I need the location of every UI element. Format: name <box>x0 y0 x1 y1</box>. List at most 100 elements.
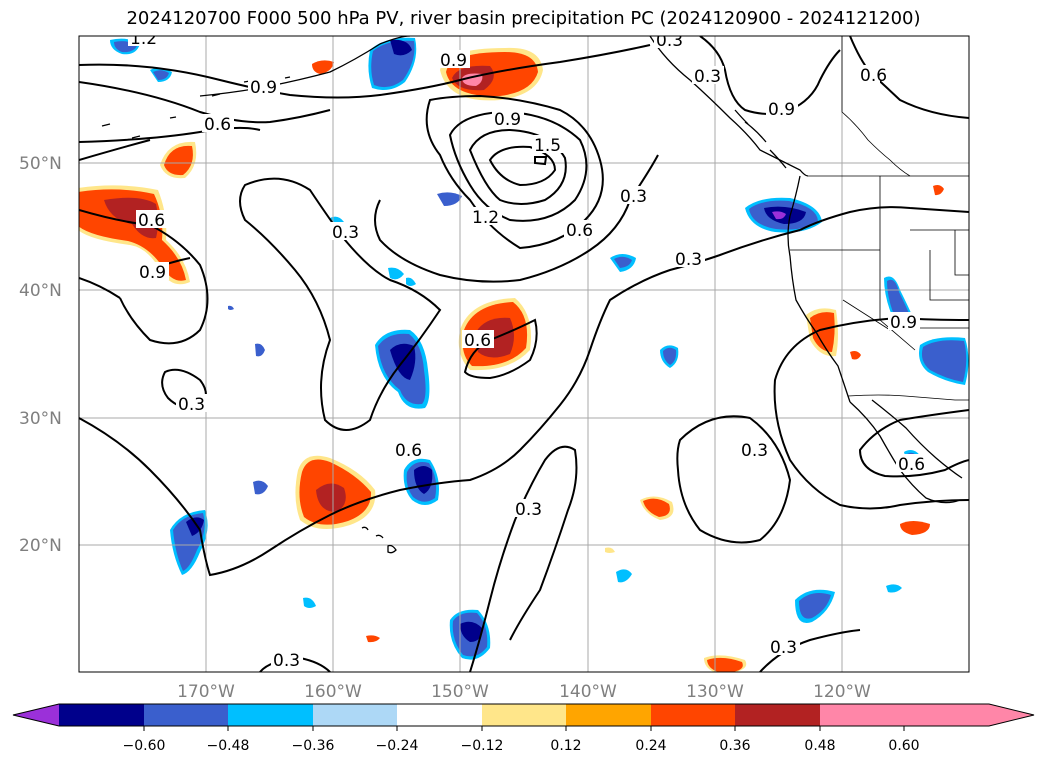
contour-label-bg <box>128 36 162 46</box>
contour-label: 0.6 <box>464 331 491 351</box>
pv-contour <box>488 145 557 187</box>
pv-contour <box>676 415 792 544</box>
colorbar-swatch <box>397 704 482 726</box>
precip-blob <box>886 584 902 593</box>
precip-negative-shading <box>110 37 969 660</box>
precip-blob <box>255 343 265 357</box>
precip-blob <box>153 70 169 80</box>
colorbar-label: 0.12 <box>550 738 581 754</box>
contour-label: 1.2 <box>130 29 157 49</box>
precip-blob <box>616 569 632 583</box>
contour-label: 0.3 <box>675 250 702 270</box>
precip-blob <box>643 498 670 517</box>
pv-contour-labels: 1.2 0.9 0.6 0.9 0.6 0.9 0.9 0.3 0.3 1.5 … <box>128 29 928 671</box>
colorbar-swatch <box>482 704 566 726</box>
contour-label-bg <box>858 65 880 83</box>
pv-contour <box>79 229 801 577</box>
precip-blob <box>104 197 158 239</box>
precip-blob <box>933 185 944 196</box>
hawaii-islands <box>361 526 397 554</box>
alaska-coastline <box>199 36 411 97</box>
contour-label: 0.6 <box>566 221 593 241</box>
contour-label: 0.3 <box>656 31 683 51</box>
alaska-border <box>841 36 911 177</box>
alaska-panhandle-coastline <box>649 36 809 177</box>
contour-label-bg <box>438 50 470 68</box>
precip-blob <box>663 347 677 365</box>
contour-label: 0.3 <box>620 187 647 207</box>
pv-contour <box>858 409 969 478</box>
colorbar-label: 0.48 <box>804 738 835 754</box>
precip-blob <box>921 340 967 382</box>
colorbar-extend-high <box>989 704 1034 726</box>
precip-blob <box>406 277 416 286</box>
contour-label-bg <box>532 135 564 153</box>
contour-label-bg <box>136 210 168 228</box>
contour-label: 0.3 <box>694 67 721 87</box>
colorbar-swatch <box>144 704 228 726</box>
contour-label: 0.9 <box>890 313 917 333</box>
contour-label-bg <box>137 262 169 280</box>
colorbar-swatch <box>904 704 989 726</box>
precip-blob <box>707 657 743 672</box>
contour-label: 0.6 <box>204 115 231 135</box>
colorbar-label: 0.24 <box>635 738 666 754</box>
bc-islands <box>734 109 787 169</box>
contour-label: 0.3 <box>770 638 797 658</box>
lat-label: 30°N <box>19 409 62 429</box>
colorbar-ticks <box>143 726 905 731</box>
precip-blob <box>810 312 835 352</box>
colorbar-label: 0.60 <box>888 738 919 754</box>
contour-label: 1.2 <box>472 208 499 228</box>
pv-contour <box>79 44 651 99</box>
pv-contour <box>425 94 604 250</box>
precip-blob <box>614 256 632 268</box>
lat-label: 20°N <box>19 536 62 556</box>
contour-label-bg <box>618 186 650 204</box>
contour-label-bg <box>888 312 920 330</box>
contour-label-bg <box>330 222 362 240</box>
colorbar-label: −0.24 <box>376 738 419 754</box>
contour-label-bg <box>673 249 705 267</box>
contour-label-bg <box>654 36 686 48</box>
lon-label: 160°W <box>304 682 362 702</box>
precip-blob <box>366 635 380 643</box>
us-mexico-border <box>847 394 969 401</box>
precip-blob <box>900 521 930 535</box>
colorbar-label: 0.36 <box>719 738 750 754</box>
lon-label: 140°W <box>559 682 617 702</box>
contour-label: 0.3 <box>332 223 359 243</box>
pv-contour <box>79 139 151 161</box>
precip-blob <box>437 192 462 206</box>
contour-label: 0.9 <box>139 263 166 283</box>
lon-label: 170°W <box>177 682 235 702</box>
pv-contour <box>799 206 969 231</box>
colorbar-swatch <box>313 704 397 726</box>
precip-blob <box>164 145 193 176</box>
lon-labels: 170°W 160°W 150°W 140°W 130°W 120°W <box>177 682 871 702</box>
pv-contour <box>759 629 861 672</box>
contour-label-bg <box>766 99 798 117</box>
contour-label-bg <box>564 220 596 238</box>
lat-label: 50°N <box>19 154 62 174</box>
colorbar-swatch <box>820 704 904 726</box>
precip-blob <box>316 483 346 512</box>
colorbar-label: −0.60 <box>123 738 166 754</box>
colorbar-label: −0.48 <box>207 738 250 754</box>
lon-label: 150°W <box>431 682 489 702</box>
colorbar-swatch <box>59 704 144 726</box>
contour-label: 0.6 <box>138 211 165 231</box>
contour-label: 0.3 <box>515 500 542 520</box>
precip-blob <box>228 305 234 310</box>
pv-contour <box>849 36 969 119</box>
precip-blob <box>186 517 204 536</box>
map-content: 1.2 0.9 0.6 0.9 0.6 0.9 0.9 0.3 0.3 1.5 … <box>79 29 969 672</box>
pacific-northwest-coastline <box>787 175 851 403</box>
colorbar-swatch <box>566 704 651 726</box>
aleutian-islands <box>101 76 291 139</box>
contour-label: 0.3 <box>178 395 205 415</box>
contour-label-bg <box>492 109 524 127</box>
contour-label: 0.9 <box>768 100 795 120</box>
contour-label-bg <box>462 330 494 348</box>
